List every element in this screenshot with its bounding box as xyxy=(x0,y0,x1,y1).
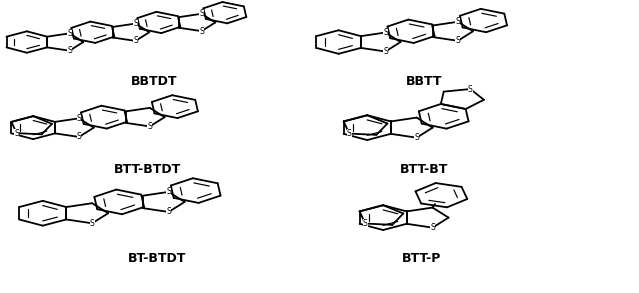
Text: S: S xyxy=(383,28,388,37)
Text: S: S xyxy=(166,188,171,196)
Text: S: S xyxy=(347,129,351,138)
Text: S: S xyxy=(456,17,460,26)
Text: S: S xyxy=(383,47,388,56)
Text: S: S xyxy=(148,122,152,131)
Text: S: S xyxy=(363,219,367,228)
Text: BBTT: BBTT xyxy=(406,75,443,88)
Text: S: S xyxy=(77,114,81,123)
Text: BT-BTDT: BT-BTDT xyxy=(128,252,187,265)
Text: BTT-P: BTT-P xyxy=(401,252,441,265)
Text: S: S xyxy=(14,129,19,138)
Text: S: S xyxy=(90,219,95,228)
Text: S: S xyxy=(77,132,81,142)
Text: S: S xyxy=(67,29,72,38)
Text: S: S xyxy=(456,36,460,45)
Text: S: S xyxy=(199,27,204,36)
Text: BBTDT: BBTDT xyxy=(131,75,178,88)
Text: S: S xyxy=(67,46,72,55)
Text: S: S xyxy=(133,19,138,28)
Text: BTT-BTDT: BTT-BTDT xyxy=(114,163,181,176)
Text: S: S xyxy=(430,223,435,232)
Text: S: S xyxy=(133,36,138,45)
Text: S: S xyxy=(166,207,171,217)
Text: BTT-BT: BTT-BT xyxy=(400,163,449,176)
Text: S: S xyxy=(414,133,419,142)
Text: S: S xyxy=(199,9,204,18)
Text: S: S xyxy=(468,85,473,93)
